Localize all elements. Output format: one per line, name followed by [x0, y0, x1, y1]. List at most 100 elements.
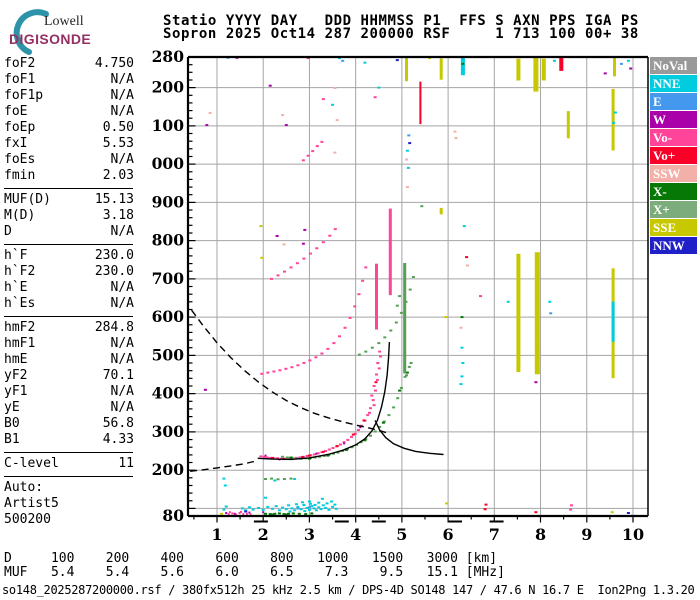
- param-row-foEs: foEs N/A: [4, 152, 134, 168]
- param-label: yF1: [4, 384, 28, 399]
- param-label: C-level: [4, 456, 59, 471]
- param-row-hEs: h`Es N/A: [4, 296, 134, 312]
- legend-item-W: W: [650, 111, 697, 128]
- svg-text:4: 4: [350, 525, 361, 544]
- panel-divider: [4, 244, 133, 245]
- svg-text:7: 7: [489, 525, 500, 544]
- svg-text:600: 600: [152, 307, 185, 326]
- param-label: B0: [4, 416, 20, 431]
- param-value: 284.8: [94, 320, 134, 335]
- param-row-B1: B1 4.33: [4, 432, 134, 448]
- param-label: hmE: [4, 352, 28, 367]
- param-value: N/A: [110, 296, 134, 311]
- svg-text:400: 400: [152, 384, 185, 403]
- legend-item-SSW: SSW: [650, 165, 697, 182]
- status-bar: so148_2025287200000.rsf / 380fx512h 25 k…: [2, 583, 695, 597]
- param-label: D: [4, 224, 12, 239]
- param-row-B0: B0 56.8: [4, 416, 134, 432]
- param-label: MUF(D): [4, 192, 51, 207]
- legend-item-NoVal: NoVal: [650, 57, 697, 74]
- svg-text:200: 200: [152, 460, 185, 479]
- param-row-hmE: hmE N/A: [4, 352, 134, 368]
- param-row-MUFD: MUF(D) 15.13: [4, 192, 134, 208]
- param-value: N/A: [110, 280, 134, 295]
- param-row-foF2: foF2 4.750: [4, 56, 134, 72]
- svg-text:1100: 1100: [150, 116, 184, 135]
- param-value: N/A: [110, 224, 134, 239]
- svg-text:10: 10: [622, 525, 644, 544]
- legend-item-E: E: [650, 93, 697, 110]
- ionogram-svg: 8020030040050060070080090010001100120012…: [141, 47, 649, 544]
- param-value: 11: [118, 456, 134, 471]
- param-row-fmin: fmin 2.03: [4, 168, 134, 184]
- param-row-yF2: yF2 70.1: [4, 368, 134, 384]
- param-row-foEp: foEp 0.50: [4, 120, 134, 136]
- svg-text:8: 8: [535, 525, 546, 544]
- param-label: h`Es: [4, 296, 36, 311]
- panel-divider: [4, 476, 133, 477]
- panel-divider: [4, 452, 133, 453]
- logo-digisonde-text: DIGISONDE: [9, 31, 92, 47]
- param-label: h`E: [4, 280, 28, 295]
- param-value: 70.1: [102, 368, 134, 383]
- svg-text:5: 5: [396, 525, 407, 544]
- svg-text:300: 300: [152, 422, 185, 441]
- param-label: fmin: [4, 168, 36, 183]
- param-value: 230.0: [94, 264, 134, 279]
- param-label: yE: [4, 400, 20, 415]
- param-label: h`F: [4, 248, 28, 263]
- param-row-hF2: h`F2 230.0: [4, 264, 134, 280]
- param-label: foF1p: [4, 88, 44, 103]
- param-label: yF2: [4, 368, 28, 383]
- param-label: fxI: [4, 136, 28, 151]
- param-value: N/A: [110, 384, 134, 399]
- svg-text:6: 6: [443, 525, 454, 544]
- digisonde-logo: Lowell DIGISONDE: [4, 5, 154, 55]
- param-row-foF1: foF1 N/A: [4, 72, 134, 88]
- param-row-hmF2: hmF2 284.8: [4, 320, 134, 336]
- distance-row: D 100 200 400 600 800 1000 1500 3000 [km…: [4, 551, 498, 566]
- svg-text:2: 2: [258, 525, 269, 544]
- svg-text:1000: 1000: [150, 154, 184, 173]
- param-label: foF2: [4, 56, 36, 71]
- svg-text:3: 3: [304, 525, 315, 544]
- panel-divider: [4, 188, 133, 189]
- param-row-D: D N/A: [4, 224, 134, 240]
- muf-row: MUF 5.4 5.4 5.6 6.0 6.5 7.3 9.5 15.1 [MH…: [4, 565, 505, 580]
- parameter-panel: foF2 4.750 foF1 N/A foF1p N/A foE N/A foEp 0.50 fx…: [4, 56, 134, 528]
- ionogram-plot: 8020030040050060070080090010001100120012…: [141, 47, 670, 550]
- param-row-foF1p: foF1p N/A: [4, 88, 134, 104]
- param-value: 230.0: [94, 248, 134, 263]
- param-value: 4.750: [94, 56, 134, 71]
- legend-item-SSE: SSE: [650, 219, 697, 236]
- logo-arc-icon: [13, 9, 49, 55]
- param-value: N/A: [110, 400, 134, 415]
- param-row-Clevel: C-level 11: [4, 456, 134, 472]
- param-row-foE: foE N/A: [4, 104, 134, 120]
- svg-text:700: 700: [152, 269, 185, 288]
- param-value: 3.18: [102, 208, 134, 223]
- svg-text:1200: 1200: [150, 78, 184, 97]
- param-label: foF1: [4, 72, 36, 87]
- param-label: hmF1: [4, 336, 36, 351]
- param-value: N/A: [110, 72, 134, 87]
- header-field-names: Statio YYYY DAY DDD HHMMSS P1 FFS S AXN …: [163, 13, 639, 29]
- legend-item-Vo+: Vo+: [650, 147, 697, 164]
- legend-item-Vo-: Vo-: [650, 129, 697, 146]
- param-value: N/A: [110, 104, 134, 119]
- autoscaling-info-line: Artist5: [4, 496, 59, 511]
- legend-item-NNE: NNE: [650, 75, 697, 92]
- legend-item-X+: X+: [650, 201, 697, 218]
- param-value: N/A: [110, 152, 134, 167]
- param-row-hE: h`E N/A: [4, 280, 134, 296]
- param-row-hmF1: hmF1 N/A: [4, 336, 134, 352]
- param-row-fxI: fxI 5.53: [4, 136, 134, 152]
- svg-text:500: 500: [152, 345, 185, 364]
- autoscaling-info-line: Auto:: [4, 480, 44, 495]
- param-value: 15.13: [94, 192, 134, 207]
- param-row-yF1: yF1 N/A: [4, 384, 134, 400]
- param-label: foEp: [4, 120, 36, 135]
- logo-lowell-text: Lowell: [44, 14, 84, 29]
- param-label: foE: [4, 104, 28, 119]
